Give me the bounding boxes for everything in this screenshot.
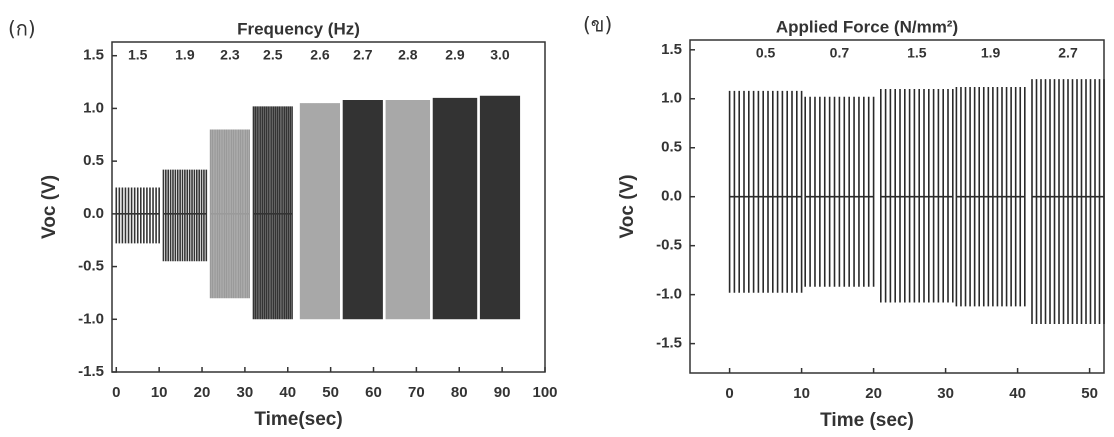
y-tick-label: -1.0 (656, 286, 682, 303)
spike-burst (804, 96, 875, 287)
y-tick-label: 0.5 (83, 152, 104, 169)
y-tick-label: 0.5 (661, 139, 682, 156)
y-tick-label: -1.0 (78, 310, 104, 327)
group-label: 0.7 (830, 45, 850, 61)
x-tick-label: 30 (237, 384, 254, 401)
y-tick-label: 1.5 (661, 41, 682, 58)
x-tick-label: 50 (1081, 385, 1098, 402)
y-tick-label: 1.0 (661, 90, 682, 107)
x-tick-label: 10 (151, 384, 168, 401)
y-tick-label: 0.0 (83, 205, 104, 222)
spike-burst (209, 129, 250, 299)
x-tick-label: 0 (725, 385, 733, 402)
x-tick-label: 70 (408, 384, 425, 401)
group-label: 3.0 (490, 47, 510, 63)
x-tick-label: 20 (194, 384, 211, 401)
y-tick-label: -1.5 (656, 335, 682, 352)
spike-burst (1031, 79, 1105, 325)
group-label: 2.8 (398, 47, 418, 63)
group-label: 0.5 (756, 45, 776, 61)
x-tick-label: 0 (112, 384, 120, 401)
spike-burst (728, 90, 803, 293)
plot-frame (111, 41, 546, 373)
y-tick-label: -1.5 (78, 363, 104, 380)
spike-burst (299, 103, 341, 320)
x-tick-label: 100 (532, 384, 557, 401)
x-tick-label: 50 (322, 384, 339, 401)
group-label: 1.5 (128, 47, 148, 63)
spike-burst (880, 88, 954, 303)
x-axis-label: Time (sec) (820, 410, 914, 431)
y-axis-label: Voc (V) (617, 174, 638, 238)
y-tick-label: -0.5 (78, 258, 104, 275)
group-label: 2.9 (445, 47, 465, 63)
x-tick-label: 60 (365, 384, 382, 401)
chart-title: Frequency (Hz) (237, 19, 360, 38)
group-label: 2.5 (263, 47, 283, 63)
x-tick-label: 30 (937, 385, 954, 402)
spike-burst (385, 99, 431, 320)
x-tick-label: 40 (1009, 385, 1026, 402)
chart-title: Applied Force (N/mm²) (776, 17, 958, 36)
y-tick-label: 1.5 (83, 47, 104, 64)
panel-label: (ข) (583, 13, 612, 37)
spike-burst (955, 87, 1026, 307)
x-tick-label: 80 (451, 384, 468, 401)
spike-burst (479, 95, 521, 320)
y-tick-label: -0.5 (656, 237, 682, 254)
group-label: 1.9 (175, 47, 195, 63)
group-label: 1.9 (981, 45, 1001, 61)
x-tick-label: 90 (494, 384, 511, 401)
group-label: 1.5 (907, 45, 927, 61)
y-tick-label: 0.0 (661, 188, 682, 205)
group-label: 2.7 (353, 47, 373, 63)
x-axis-label: Time(sec) (254, 409, 342, 430)
group-label: 2.6 (310, 47, 330, 63)
y-axis-label: Voc (V) (39, 175, 60, 239)
spike-burst (115, 187, 160, 244)
spike-burst (432, 97, 478, 320)
x-tick-label: 20 (865, 385, 882, 402)
spike-burst (252, 106, 293, 320)
y-tick-label: 1.0 (83, 99, 104, 116)
spike-burst (342, 99, 383, 320)
spike-burst (162, 169, 208, 262)
x-tick-label: 10 (793, 385, 810, 402)
x-tick-label: 40 (279, 384, 296, 401)
plot-frame (689, 39, 1105, 374)
panel-label: (ก) (8, 17, 36, 41)
group-label: 2.3 (220, 47, 240, 63)
group-label: 2.7 (1058, 45, 1078, 61)
